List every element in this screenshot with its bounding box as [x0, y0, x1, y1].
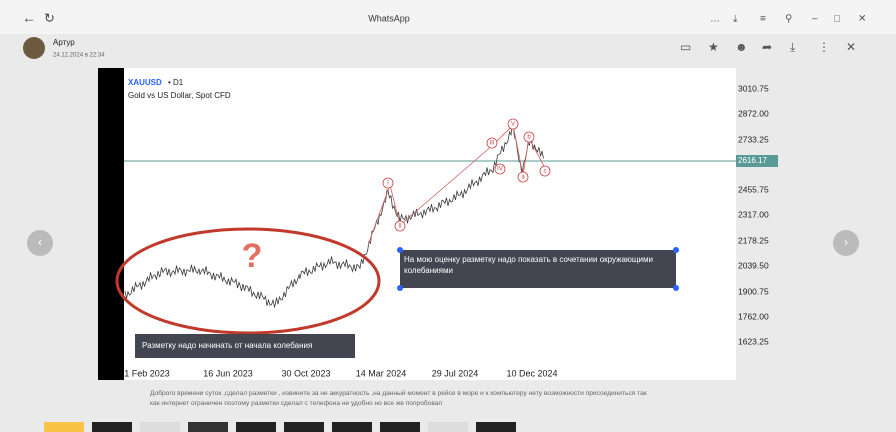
- black-strip: [98, 68, 124, 380]
- wave-label: c: [544, 169, 547, 175]
- handle: [673, 247, 679, 253]
- download-icon[interactable]: ⤓: [790, 40, 796, 54]
- browser-title: WhatsApp: [368, 13, 410, 23]
- date-label: 16 Jun 2023: [203, 368, 253, 378]
- close-icon[interactable]: ✕: [846, 40, 856, 54]
- emoji-icon[interactable]: ☻: [735, 40, 748, 54]
- wave-circle: [523, 131, 535, 143]
- wave-label: III: [489, 141, 494, 147]
- maximize-icon[interactable]: □: [834, 14, 840, 25]
- wave-lines: [367, 124, 546, 246]
- handles: [397, 247, 679, 291]
- next-arrow[interactable]: ›: [844, 235, 848, 249]
- reload-button[interactable]: ↻: [44, 10, 55, 25]
- wave-circle: [517, 171, 529, 183]
- next-button[interactable]: [833, 230, 859, 256]
- date-label: 29 Jul 2024: [432, 368, 479, 378]
- note-box: [400, 250, 676, 288]
- date-label: 10 Dec 2024: [506, 368, 557, 378]
- list-icon[interactable]: ≡: [760, 14, 766, 25]
- interval: • D1: [168, 78, 184, 87]
- avatar: [23, 37, 45, 59]
- symbol: XAUUSD: [128, 78, 162, 87]
- wave-circle: [494, 163, 506, 175]
- handle: [673, 285, 679, 291]
- price-label: 2178.25: [738, 235, 769, 245]
- browser-bar: [0, 0, 896, 34]
- date-label: 14 Mar 2024: [356, 368, 407, 378]
- browser-icons: … ⤓ ≡ ⚲ – □ ✕: [710, 14, 866, 25]
- wave-circle: [539, 165, 551, 177]
- wave-label: V: [511, 122, 515, 128]
- more-icon[interactable]: ⋮: [818, 40, 830, 54]
- thumbnail[interactable]: [428, 422, 468, 432]
- wave-circle: [507, 118, 519, 130]
- handle: [397, 285, 403, 291]
- wave-label: a: [521, 175, 525, 181]
- wave-circle: [394, 220, 406, 232]
- date-label: 30 Oct 2023: [281, 368, 330, 378]
- download-icon[interactable]: ⤓: [733, 14, 738, 25]
- thumbnail[interactable]: [140, 422, 180, 432]
- prev-arrow[interactable]: ‹: [38, 235, 42, 249]
- chart-image: XAUUSD • D1 Gold vs US Dollar, Spot CFD …: [98, 68, 778, 380]
- forward-icon[interactable]: ➦: [762, 40, 772, 54]
- thumbnail[interactable]: [476, 422, 516, 432]
- thumbnail[interactable]: [188, 422, 228, 432]
- price-label: 1900.75: [738, 286, 769, 296]
- wave-label: IV: [497, 167, 503, 173]
- price-label: 2455.75: [738, 184, 769, 194]
- thumbnail[interactable]: [332, 422, 372, 432]
- caption-line: как интернет ограничен поэтому разметки …: [150, 399, 442, 407]
- wave-circle: [486, 137, 498, 149]
- wave-label: b: [527, 135, 531, 141]
- red-ellipse: [115, 227, 381, 335]
- image-bg: [98, 68, 736, 380]
- thumbnail[interactable]: [92, 422, 132, 432]
- price-label: 2872.00: [738, 108, 769, 118]
- thumbnail[interactable]: [284, 422, 324, 432]
- price-label: 3010.75: [738, 83, 769, 93]
- close-window[interactable]: ✕: [858, 14, 866, 25]
- sender: Артур: [53, 38, 75, 47]
- caption-line: Доброго времени суток ,сделал разметки ,…: [150, 389, 647, 397]
- subtitle: Gold vs US Dollar, Spot CFD: [128, 91, 231, 100]
- thumbnail[interactable]: [236, 422, 276, 432]
- timestamp: 24.12.2024 в 22:34: [53, 53, 105, 59]
- thumbnail[interactable]: [380, 422, 420, 432]
- price-label: 1762.00: [738, 311, 769, 321]
- minimize-icon[interactable]: –: [812, 14, 818, 25]
- reply-icon[interactable]: ▭: [680, 40, 691, 54]
- price-label: 2039.50: [738, 260, 769, 270]
- note: На мою оценку разметку надо показать в с…: [404, 255, 653, 275]
- current-price-tag: [736, 155, 778, 167]
- prev-button[interactable]: [27, 230, 53, 256]
- price-line: [124, 122, 544, 309]
- question-mark: ?: [242, 237, 263, 275]
- viewer-icons: ▭ ★ ☻ ➦ ⤓ ⋮ ✕: [680, 40, 856, 54]
- note-box: [135, 334, 355, 358]
- date-label: 1 Feb 2023: [124, 368, 170, 378]
- price-label: 2317.00: [738, 209, 769, 219]
- wave-label: II: [398, 224, 402, 230]
- note-wrap: На мою оценку разметку надо показать в с…: [404, 255, 653, 275]
- price-label: 2733.25: [738, 134, 769, 144]
- current-price: 2616.17: [738, 156, 767, 165]
- wave-label: I: [387, 181, 389, 187]
- thumbnails: [44, 422, 516, 432]
- wave-circle: [382, 177, 394, 189]
- note: Разметку надо начинать от начала колебан…: [142, 341, 312, 350]
- back-button[interactable]: ←: [22, 10, 36, 26]
- handle: [397, 247, 403, 253]
- star-icon[interactable]: ★: [708, 40, 719, 54]
- ext-icon[interactable]: ⚲: [785, 14, 792, 25]
- caption-1: Доброго времени суток ,сделал разметки ,…: [150, 389, 647, 407]
- menu-icon[interactable]: …: [710, 14, 720, 25]
- thumbnail[interactable]: [44, 422, 84, 432]
- price-label: 1623.25: [738, 336, 769, 346]
